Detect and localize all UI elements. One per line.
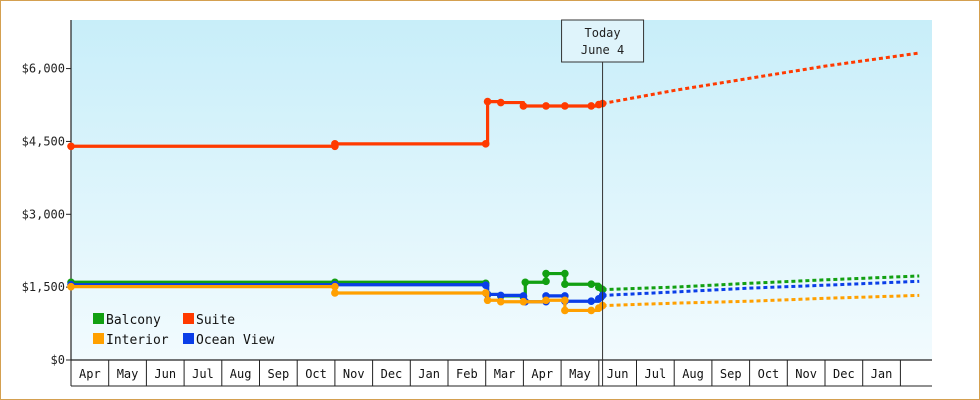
series-layer (67, 51, 920, 315)
data-point (519, 292, 528, 300)
x-tick-label: Dec (833, 367, 855, 381)
data-point (542, 269, 550, 278)
series-interior (67, 282, 920, 315)
x-tick-label: Jun (154, 367, 176, 381)
data-point (587, 102, 596, 110)
today-box (561, 19, 645, 63)
data-point (481, 140, 490, 148)
data-point (521, 278, 530, 287)
data-point (67, 142, 75, 151)
data-point (587, 280, 596, 289)
data-point (561, 306, 569, 315)
x-tick-label: Sep (268, 367, 290, 381)
x-tick-label: Oct (758, 367, 780, 381)
x-tick-label: Apr (79, 367, 101, 381)
legend-item-balcony: Balcony (93, 313, 161, 328)
data-point (331, 289, 339, 297)
legend-item-suite: Suite (183, 313, 235, 328)
forecast-line (602, 293, 920, 308)
x-tick-label: Nov (343, 367, 365, 381)
data-point (519, 102, 528, 110)
forecast-line (602, 274, 920, 292)
data-point (496, 297, 505, 306)
data-point (561, 102, 569, 110)
x-tick-label: Oct (305, 367, 327, 381)
y-tick-label: $1,500 (22, 280, 65, 294)
data-point (561, 280, 569, 289)
data-point (542, 296, 550, 305)
legend-label: Interior (106, 333, 169, 348)
data-point (481, 289, 490, 297)
today-label: Today (585, 26, 621, 40)
forecast-line (602, 279, 920, 297)
data-point (587, 297, 596, 306)
legend-swatch (183, 313, 194, 324)
data-point (483, 97, 492, 106)
plot-background (71, 20, 932, 360)
y-axis: $0 $1,500 $3,000 $4,500 $6,000 (22, 20, 72, 367)
data-point (587, 306, 596, 315)
legend-label: Ocean View (196, 333, 274, 348)
x-tick-label: Apr (531, 367, 553, 381)
x-tick-label: Jan (871, 367, 893, 381)
x-tick-label: Jun (607, 367, 629, 381)
data-point (483, 296, 492, 305)
legend: Balcony Suite Interior Ocean View (93, 313, 274, 348)
legend-swatch (183, 333, 194, 344)
x-tick-label: May (117, 367, 139, 381)
data-point (496, 291, 505, 300)
forecast-line (602, 51, 920, 106)
y-tick-label: $3,000 (22, 207, 65, 221)
y-tick-label: $4,500 (22, 134, 65, 148)
data-point (481, 281, 490, 290)
legend-item-interior: Interior (93, 333, 169, 348)
x-tick-label: Aug (682, 367, 704, 381)
x-tick-label: Sep (720, 367, 742, 381)
x-axis: Apr May Jun Jul Aug Sep Oct Nov Dec Jan Feb Mar Apr M… (70, 359, 932, 387)
x-tick-label: Aug (230, 367, 252, 381)
y-tick-label: $0 (51, 353, 65, 367)
x-tick-label: Nov (795, 367, 817, 381)
legend-label: Balcony (106, 313, 161, 328)
legend-swatch (93, 333, 104, 344)
data-point (496, 98, 505, 107)
data-point (331, 282, 339, 291)
data-point (67, 282, 75, 291)
data-point (331, 140, 339, 148)
data-point (561, 269, 569, 278)
legend-label: Suite (196, 313, 235, 328)
x-tick-label: Jan (418, 367, 440, 381)
today-marker: Today June 4 (561, 19, 645, 386)
today-date-label: June 4 (581, 43, 624, 57)
data-point (542, 277, 550, 286)
data-point (542, 102, 550, 110)
x-tick-label: Dec (381, 367, 403, 381)
y-tick-label: $6,000 (22, 62, 65, 76)
x-tick-label: Feb (456, 367, 478, 381)
data-point (519, 297, 528, 306)
x-tick-label: Mar (494, 367, 516, 381)
x-tick-label: Jul (192, 367, 214, 381)
x-tick-label: May (569, 367, 591, 381)
series-suite (67, 51, 920, 151)
data-point (561, 296, 569, 305)
legend-item-ocean-view: Ocean View (183, 333, 274, 348)
legend-swatch (93, 313, 104, 324)
x-tick-label: Jul (645, 367, 667, 381)
